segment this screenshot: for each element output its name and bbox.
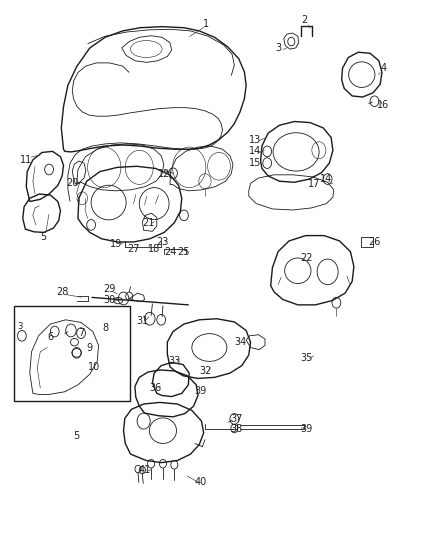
Text: 23: 23	[157, 237, 169, 247]
Text: 19: 19	[110, 239, 122, 248]
Text: 40: 40	[194, 477, 207, 487]
Text: 15: 15	[249, 158, 261, 168]
Text: 39: 39	[300, 424, 313, 433]
Text: 5: 5	[74, 431, 80, 441]
Text: 27: 27	[127, 245, 139, 254]
Text: 7: 7	[78, 328, 84, 337]
Text: 38: 38	[230, 424, 243, 433]
Text: 37: 37	[230, 414, 243, 424]
Text: 8: 8	[102, 324, 108, 333]
Text: 30: 30	[103, 295, 116, 304]
Text: 39: 39	[194, 386, 207, 396]
Text: 2: 2	[301, 15, 307, 25]
Text: 12: 12	[158, 169, 170, 179]
Text: 34: 34	[234, 337, 246, 347]
Text: 18: 18	[148, 245, 160, 254]
Text: 9: 9	[87, 343, 93, 352]
Text: 21: 21	[143, 218, 155, 228]
Text: 29: 29	[103, 284, 116, 294]
Text: 3: 3	[275, 43, 281, 53]
Text: 10: 10	[88, 362, 100, 372]
Text: 24: 24	[165, 247, 177, 257]
Text: 28: 28	[56, 287, 68, 297]
Text: 35: 35	[300, 353, 313, 363]
Text: 25: 25	[177, 247, 189, 257]
Text: 6: 6	[47, 332, 53, 342]
Text: 11: 11	[20, 155, 32, 165]
Text: 33: 33	[168, 357, 180, 366]
Text: 36: 36	[150, 383, 162, 393]
Text: 4: 4	[380, 63, 386, 73]
Text: 16: 16	[377, 100, 389, 110]
Text: 13: 13	[249, 135, 261, 144]
Text: 5: 5	[41, 232, 47, 242]
Text: 32: 32	[200, 366, 212, 376]
Text: 31: 31	[136, 316, 148, 326]
Text: 14: 14	[320, 174, 332, 184]
Text: 41: 41	[138, 465, 151, 475]
Text: 14: 14	[249, 147, 261, 156]
Text: 26: 26	[368, 237, 381, 247]
Text: 22: 22	[300, 253, 313, 263]
Text: 20: 20	[66, 179, 78, 188]
Text: 3: 3	[18, 322, 23, 330]
Text: 1: 1	[203, 19, 209, 29]
Text: 17: 17	[308, 180, 321, 189]
